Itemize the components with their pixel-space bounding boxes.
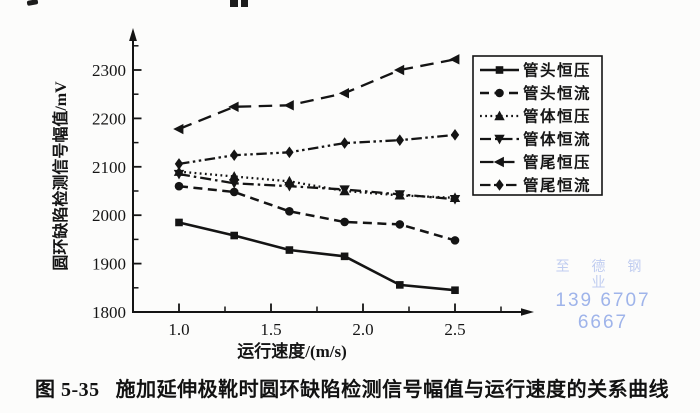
circle-marker-icon	[229, 187, 239, 197]
series	[173, 54, 460, 135]
series	[174, 129, 460, 170]
triangle-left-marker-icon	[173, 123, 184, 135]
square-marker-icon	[396, 281, 404, 289]
triangle-down-marker-icon	[173, 169, 185, 180]
circle-marker-icon	[285, 207, 294, 216]
legend-label: 管体恒流	[523, 130, 591, 149]
series	[173, 169, 461, 205]
chart-area: 1800 1900 2000 2100 2200 2300 1.0 1.5 2.0 2.5 运行速度…	[51, 28, 603, 361]
circle-marker-icon	[495, 88, 504, 98]
square-marker-icon	[495, 66, 504, 74]
scan-artifact	[241, 0, 248, 7]
triangle-down-marker-icon	[494, 134, 505, 145]
y-tick-label: 1800	[92, 303, 126, 322]
triangle-down-marker-icon	[339, 185, 350, 195]
circle-marker-icon	[395, 220, 405, 229]
triangle-left-marker-icon	[283, 100, 294, 111]
diamond-marker-icon	[340, 137, 349, 149]
circle-marker-icon	[340, 217, 349, 227]
y-tick-label: 2000	[92, 206, 126, 225]
series-line	[178, 58, 456, 131]
legend-item: 管体恒压	[480, 107, 591, 126]
diamond-marker-icon	[395, 134, 404, 146]
triangle-left-marker-icon	[228, 101, 239, 112]
legend-item: 管头恒流	[480, 84, 591, 103]
x-tick-label: 1.5	[260, 320, 281, 339]
series	[174, 181, 460, 245]
triangle-down-marker-icon	[449, 195, 461, 205]
square-marker-icon	[285, 246, 294, 254]
legend-label: 管头恒压	[523, 61, 591, 80]
x-axis-arrow-icon	[521, 308, 534, 316]
series-line	[178, 170, 456, 199]
triangle-left-marker-icon	[493, 156, 504, 168]
triangle-down-marker-icon	[394, 190, 405, 200]
y-axis-arrow-icon	[129, 28, 137, 41]
diamond-marker-icon	[495, 179, 504, 191]
square-marker-icon	[230, 231, 238, 240]
figure-title: 施加延伸极靴时圆环缺陷检测信号幅值与运行速度的关系曲线	[115, 379, 670, 401]
diamond-marker-icon	[285, 146, 294, 159]
x-axis-title: 运行速度/(m/s)	[237, 341, 347, 361]
diamond-marker-icon	[174, 158, 184, 170]
x-tick-label: 2.5	[444, 320, 465, 339]
triangle-down-marker-icon	[284, 181, 295, 192]
series	[175, 218, 459, 295]
legend-label: 管尾恒压	[523, 153, 591, 172]
triangle-up-marker-icon	[494, 110, 505, 121]
triangle-left-marker-icon	[449, 54, 460, 65]
circle-marker-icon	[174, 181, 184, 191]
y-tick-label: 2200	[92, 109, 126, 128]
legend-item: 管尾恒压	[480, 153, 591, 172]
triangle-left-marker-icon	[394, 64, 405, 76]
square-marker-icon	[175, 218, 183, 227]
diamond-marker-icon	[230, 149, 239, 161]
x-tick-label: 1.0	[168, 320, 189, 339]
y-axis-title: 圆环缺陷检测信号幅值/mV	[51, 81, 70, 271]
y-tick-label: 1900	[92, 255, 126, 274]
triangle-down-marker-icon	[229, 179, 240, 189]
circle-marker-icon	[450, 236, 460, 245]
diamond-marker-icon	[450, 129, 460, 141]
series-line	[178, 172, 456, 201]
figure-number: 图 5-35	[35, 379, 100, 401]
legend-item: 管体恒流	[480, 130, 591, 149]
axes: 1800 1900 2000 2100 2200 2300 1.0 1.5 2.0 2.5	[92, 28, 534, 339]
legend-box	[472, 55, 603, 196]
chart: 1800 1900 2000 2100 2200 2300 1.0 1.5 2.0 2.5 运行速度…	[51, 28, 603, 361]
legend-label: 管体恒压	[523, 107, 591, 126]
y-tick-label: 2300	[92, 61, 126, 80]
legend-label: 管头恒流	[523, 84, 591, 103]
triangle-left-marker-icon	[338, 88, 349, 99]
legend-label: 管尾恒流	[523, 176, 591, 195]
scan-artifact	[230, 0, 238, 7]
x-tick-label: 2.0	[352, 320, 373, 339]
legend-item: 管头恒压	[480, 61, 591, 80]
series-line	[178, 184, 456, 242]
y-tick-label: 2100	[92, 158, 126, 177]
square-marker-icon	[340, 252, 349, 261]
series-line	[178, 133, 456, 166]
legend-item: 管尾恒流	[480, 176, 591, 195]
series-line	[178, 221, 456, 292]
square-marker-icon	[451, 286, 459, 295]
figure-caption: 图 5-35 施加延伸极靴时圆环缺陷检测信号幅值与运行速度的关系曲线	[35, 373, 695, 402]
triangle-up-marker-icon	[229, 171, 240, 181]
